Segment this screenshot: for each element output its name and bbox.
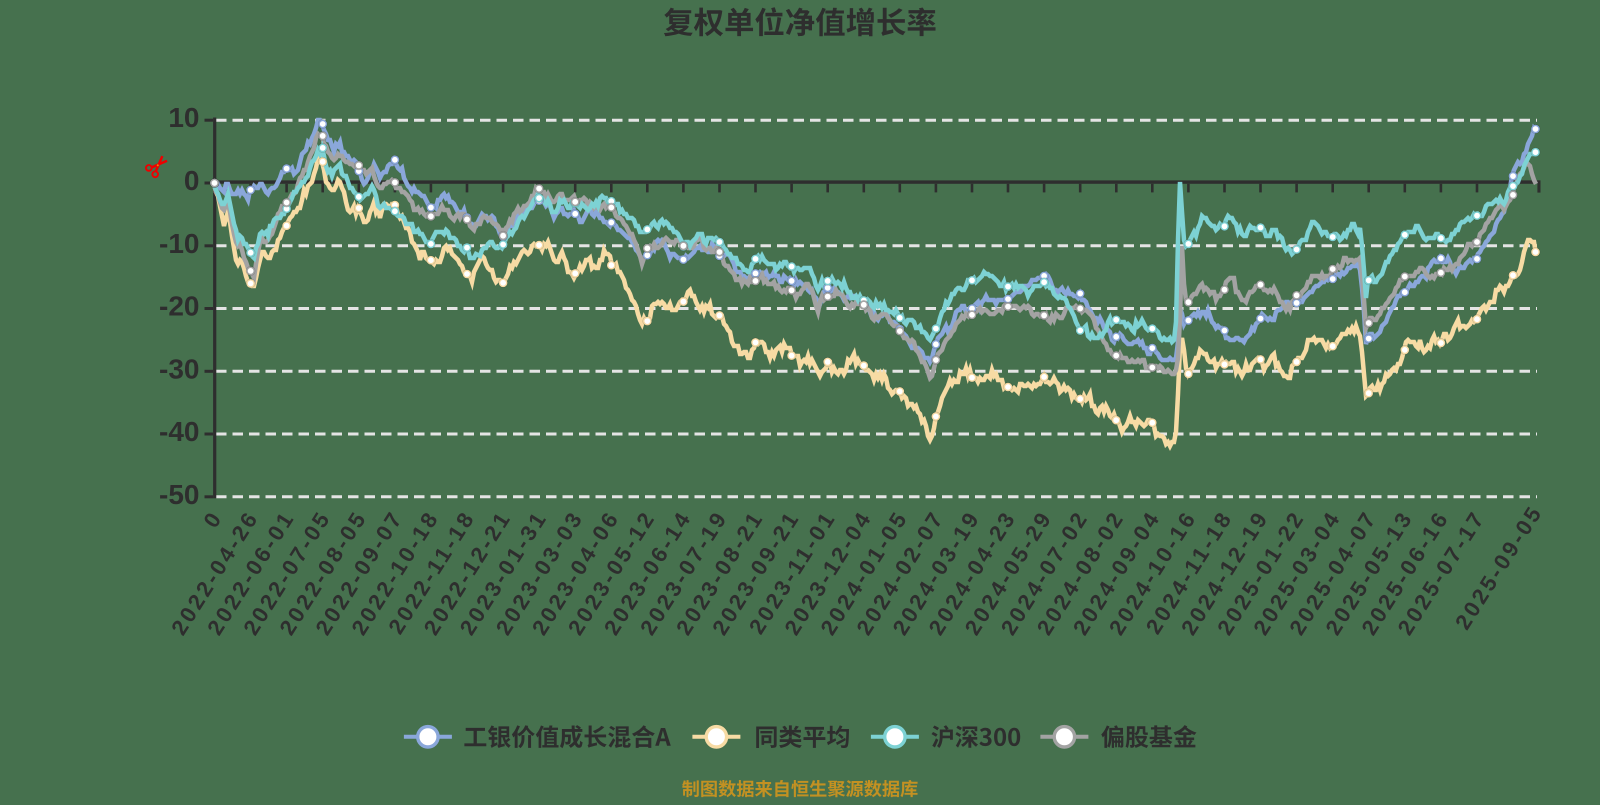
svg-text:-30: -30 [159,353,199,384]
svg-text:-50: -50 [159,479,199,510]
svg-text:10: 10 [168,102,199,133]
svg-text:-40: -40 [159,416,199,447]
svg-text:0: 0 [184,165,200,196]
svg-text:-10: -10 [159,228,199,259]
svg-text:-20: -20 [159,291,199,322]
